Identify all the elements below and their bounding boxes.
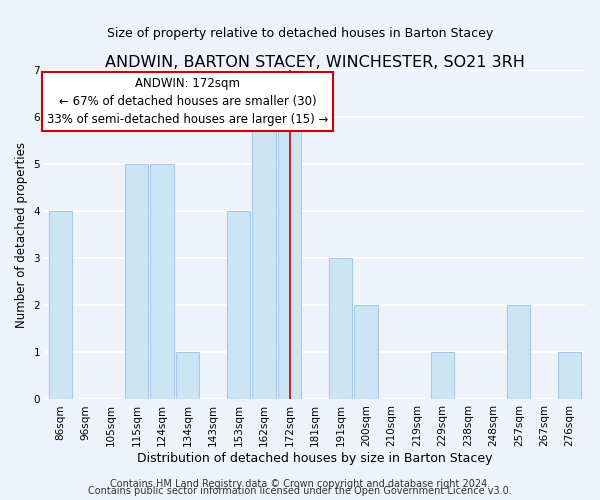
Bar — [49, 211, 72, 400]
Bar — [278, 117, 301, 400]
Text: ANDWIN: 172sqm
← 67% of detached houses are smaller (30)
33% of semi-detached ho: ANDWIN: 172sqm ← 67% of detached houses … — [47, 77, 328, 126]
Bar — [151, 164, 174, 400]
Bar — [431, 352, 454, 400]
Bar — [125, 164, 148, 400]
Bar — [507, 306, 530, 400]
Bar — [176, 352, 199, 400]
Bar — [329, 258, 352, 400]
Y-axis label: Number of detached properties: Number of detached properties — [15, 142, 28, 328]
Text: Contains public sector information licensed under the Open Government Licence v3: Contains public sector information licen… — [88, 486, 512, 496]
Text: Size of property relative to detached houses in Barton Stacey: Size of property relative to detached ho… — [107, 28, 493, 40]
Bar — [227, 211, 250, 400]
X-axis label: Distribution of detached houses by size in Barton Stacey: Distribution of detached houses by size … — [137, 452, 493, 465]
Title: ANDWIN, BARTON STACEY, WINCHESTER, SO21 3RH: ANDWIN, BARTON STACEY, WINCHESTER, SO21 … — [105, 55, 525, 70]
Bar — [253, 117, 276, 400]
Text: Contains HM Land Registry data © Crown copyright and database right 2024.: Contains HM Land Registry data © Crown c… — [110, 479, 490, 489]
Bar — [558, 352, 581, 400]
Bar — [354, 306, 377, 400]
